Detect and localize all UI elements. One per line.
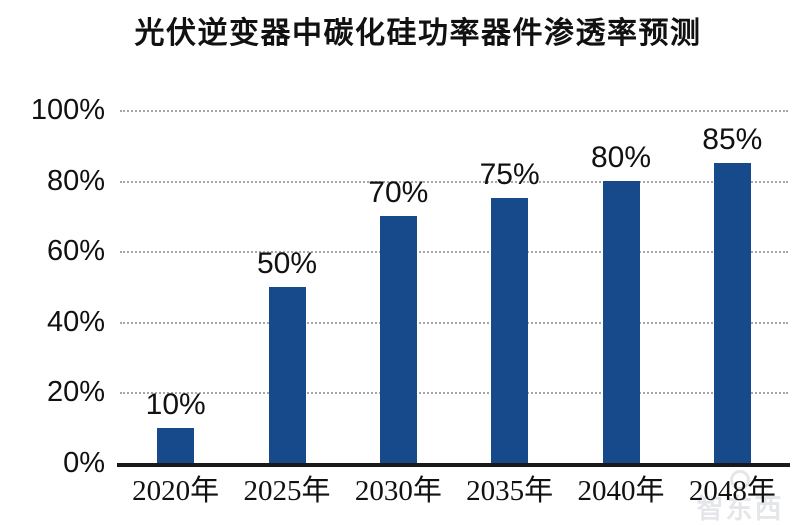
y-tick-label-60: 60%: [46, 235, 105, 268]
x-tick-label-3: 2035年: [466, 475, 554, 507]
x-tick-label-2: 2030年: [354, 475, 442, 507]
x-tick-label-0: 2020年: [132, 475, 220, 507]
x-tick-label-5: 2048年: [688, 475, 776, 507]
bar-5: [713, 162, 751, 463]
y-tick-label-20: 20%: [46, 376, 105, 409]
bar-2: [379, 215, 417, 463]
gridline-80: [120, 180, 788, 183]
bar-value-label-5: 85%: [702, 122, 763, 156]
x-tick-label-1: 2025年: [243, 475, 331, 507]
bar-value-label-2: 70%: [368, 175, 429, 209]
bar-value-label-3: 75%: [479, 158, 540, 192]
x-tick-label-4: 2040年: [577, 475, 665, 507]
bar-value-label-1: 50%: [256, 246, 318, 280]
gridline-20: [120, 392, 788, 395]
y-tick-label-80: 80%: [46, 164, 105, 197]
bar-1: [268, 286, 306, 463]
gridline-100: [120, 110, 788, 112]
bar-0: [157, 427, 195, 463]
watermark-ring-icon: [730, 470, 750, 490]
bar-4: [602, 180, 640, 463]
gridline-60: [120, 251, 788, 254]
gridline-40: [120, 321, 788, 324]
x-axis-line: [117, 463, 790, 467]
chart-title: 光伏逆变器中碳化硅功率器件渗透率预测: [134, 17, 702, 50]
plot-area: 10% 50% 70% 75% 80% 85%: [120, 110, 788, 463]
bar-3: [491, 198, 529, 463]
bar-value-label-0: 10%: [145, 387, 206, 421]
y-tick-label-0: 0%: [63, 447, 105, 479]
watermark-text: 智东西: [696, 494, 784, 524]
bar-value-label-4: 80%: [590, 140, 652, 174]
y-tick-label-40: 40%: [46, 305, 105, 338]
watermark-logo: 智东西: [684, 470, 796, 523]
y-tick-label-100: 100%: [30, 94, 105, 126]
